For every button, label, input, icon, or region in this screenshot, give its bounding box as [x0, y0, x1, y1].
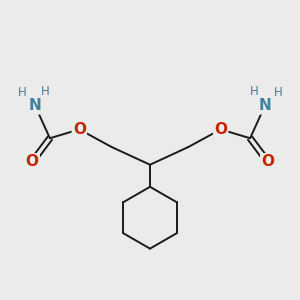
Text: O: O [261, 154, 274, 169]
Text: H: H [41, 85, 50, 98]
Text: N: N [29, 98, 41, 113]
Text: O: O [214, 122, 227, 137]
Text: N: N [259, 98, 271, 113]
Text: H: H [250, 85, 259, 98]
Text: H: H [17, 86, 26, 99]
Text: H: H [274, 86, 283, 99]
Text: O: O [73, 122, 86, 137]
Text: O: O [26, 154, 39, 169]
